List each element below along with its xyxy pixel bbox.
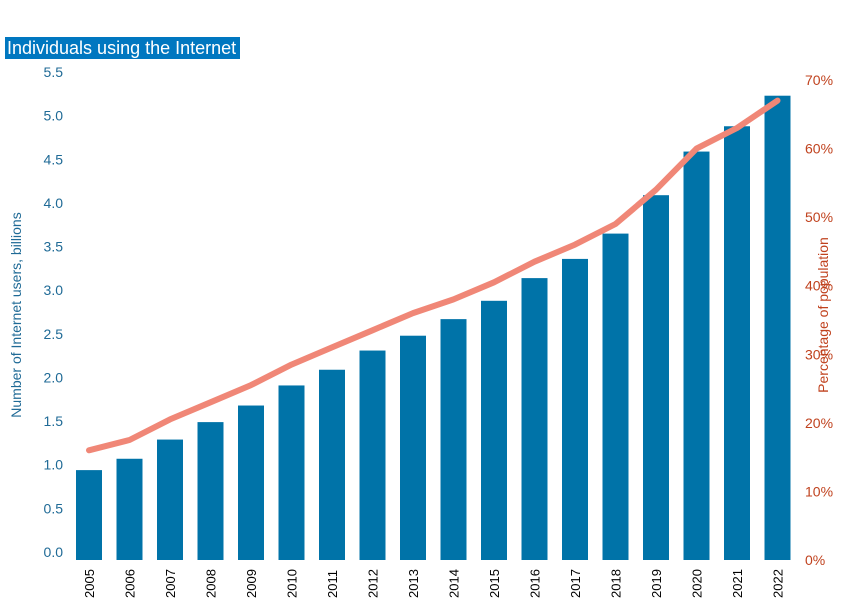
line-point	[615, 223, 616, 225]
line-point	[291, 364, 292, 366]
bar	[76, 470, 102, 560]
x-tick-label: 2009	[244, 569, 259, 598]
x-tick-label: 2005	[82, 569, 97, 598]
line-point	[412, 312, 414, 314]
bar	[238, 405, 264, 560]
x-tick-label: 2018	[609, 569, 624, 598]
line-point	[453, 298, 454, 300]
bar	[197, 422, 224, 560]
bar	[157, 439, 183, 560]
bar	[724, 126, 750, 560]
line-point	[696, 148, 697, 150]
x-tick-label: 2022	[771, 569, 786, 598]
right-axis-ticks: 0% 10% 20% 30% 40% 50% 60% 70%	[805, 72, 833, 568]
x-tick-label: 2010	[285, 569, 300, 598]
line-path	[86, 97, 781, 454]
y2-tick-label: 50%	[805, 209, 833, 225]
line-point	[169, 418, 171, 420]
y-tick-label: 0.0	[44, 544, 64, 560]
x-tick-label: 2008	[204, 569, 219, 598]
y2-tick-label: 20%	[805, 415, 833, 431]
bar-series	[76, 95, 791, 560]
line-point	[250, 384, 252, 386]
bar	[359, 350, 386, 560]
x-tick-label: 2007	[163, 569, 178, 598]
y-tick-label: 4.5	[44, 151, 64, 167]
line-point	[736, 127, 738, 129]
y-tick-label: 4.0	[44, 195, 64, 211]
line-series	[86, 97, 781, 454]
line-point	[534, 261, 535, 263]
x-tick-label: 2015	[487, 569, 502, 598]
y-tick-label: 2.5	[44, 326, 64, 342]
bar	[521, 278, 548, 560]
left-axis-ticks: 0.0 0.5 1.0 1.5 2.0 2.5 3.0 3.5 4.0 4.5 5.0 5.5	[44, 64, 64, 560]
line-point	[88, 449, 90, 451]
y-tick-label: 3.0	[44, 282, 64, 298]
y2-tick-label: 40%	[805, 278, 833, 294]
line-point	[777, 100, 778, 102]
x-tick-label: 2021	[730, 569, 745, 598]
x-tick-label: 2020	[690, 569, 705, 598]
bar	[602, 233, 629, 560]
line-point	[331, 346, 333, 348]
bar	[764, 95, 791, 560]
y2-tick-label: 70%	[805, 72, 833, 88]
y-tick-label: 1.0	[44, 457, 64, 473]
bar	[440, 319, 467, 560]
y2-axis-label: Percentage of population	[815, 237, 831, 393]
y-tick-label: 5.0	[44, 108, 64, 124]
y-tick-label: 3.5	[44, 239, 64, 255]
bar	[116, 458, 143, 560]
y-axis-label: Number of Internet users, billions	[8, 212, 24, 417]
y-tick-label: 1.5	[44, 413, 64, 429]
line-point	[493, 281, 495, 283]
bar	[562, 258, 588, 560]
x-axis-ticks: 2005 2006 2007 2008 2009 2010 2011 2012 2013 2014…	[82, 569, 786, 598]
line-point	[574, 244, 576, 246]
y2-tick-label: 30%	[805, 346, 833, 362]
y2-tick-label: 0%	[805, 552, 825, 568]
y2-tick-label: 10%	[805, 483, 833, 499]
y-tick-label: 5.5	[44, 64, 64, 80]
line-point	[210, 401, 211, 403]
x-tick-label: 2012	[366, 569, 381, 598]
bar	[481, 300, 507, 560]
bar	[400, 335, 426, 560]
x-tick-label: 2017	[568, 569, 583, 598]
x-tick-label: 2006	[123, 569, 138, 598]
y-tick-label: 2.0	[44, 369, 64, 385]
bar	[278, 385, 305, 560]
bar	[319, 369, 345, 560]
x-tick-label: 2019	[649, 569, 664, 598]
line-point	[655, 189, 657, 191]
x-tick-label: 2013	[406, 569, 421, 598]
y-tick-label: 0.5	[44, 500, 64, 516]
bar	[643, 195, 669, 560]
x-tick-label: 2014	[447, 569, 462, 598]
chart-title: Individuals using the Internet	[5, 37, 241, 59]
line-point	[129, 439, 130, 441]
x-tick-label: 2016	[528, 569, 543, 598]
line-point	[372, 329, 373, 331]
x-tick-label: 2011	[325, 570, 340, 598]
bar	[683, 151, 710, 560]
y2-tick-label: 60%	[805, 141, 833, 157]
